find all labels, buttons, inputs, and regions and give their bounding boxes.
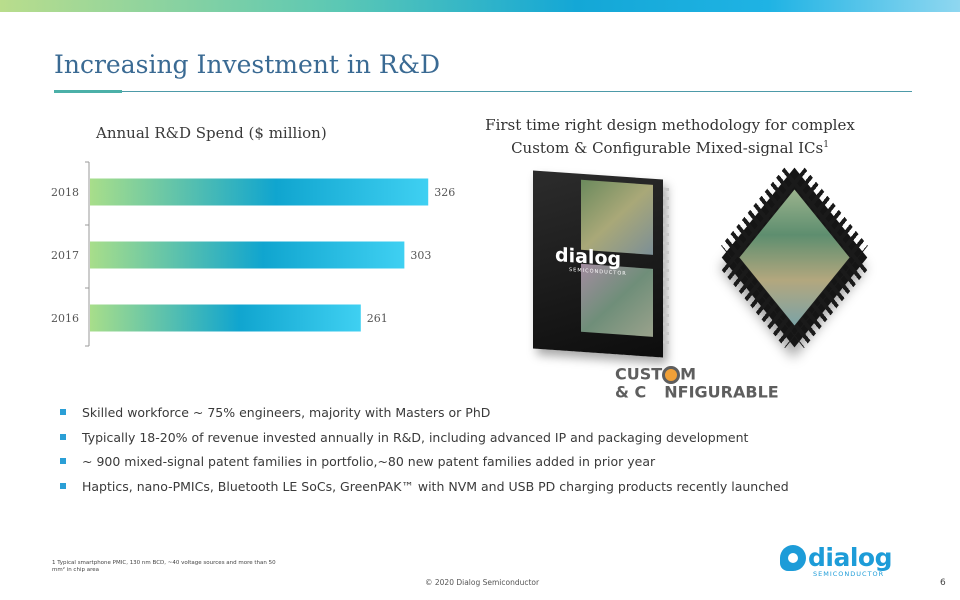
chart-bar [90, 304, 361, 332]
dialog-logo-sub: SEMICONDUCTOR [813, 570, 885, 578]
right-panel-title: First time right design methodology for … [480, 115, 860, 158]
chip-logo-text: dialog [555, 243, 622, 271]
bullet-text: Typically 18-20% of revenue invested ann… [82, 429, 749, 445]
chart-category-label: 2016 [51, 312, 79, 325]
bullet-text: Haptics, nano-PMICs, Bluetooth LE SoCs, … [82, 478, 789, 494]
bullet-square-icon [60, 433, 66, 440]
chart-bar [90, 241, 405, 269]
bullet-square-icon [60, 458, 66, 464]
top-gradient-band [0, 0, 960, 12]
cc-text-1a: CUST [615, 364, 663, 384]
chip-dialog-logo: dialog SEMICONDUCTOR [555, 244, 627, 277]
copyright: © 2020 Dialog Semiconductor [425, 578, 540, 587]
cc-text-2a: & C [615, 382, 647, 402]
chart-value-label: 326 [434, 186, 455, 199]
dialog-logo-word: dialog [808, 543, 892, 572]
chip-package-image: dialog SEMICONDUCTOR [533, 170, 669, 358]
qfn-chip-image [712, 167, 882, 350]
chart-value-label: 261 [367, 312, 388, 325]
footnote-marker: 1 [823, 140, 829, 150]
right-title-line2: Custom & Configurable Mixed-signal ICs [511, 139, 824, 157]
slide-title: Increasing Investment in R&D [54, 50, 441, 79]
dialog-logo-mark-icon [780, 545, 806, 571]
bullet-item: ~ 900 mixed-signal patent families in po… [60, 453, 789, 478]
bullet-square-icon [60, 409, 66, 415]
page-number: 6 [940, 578, 946, 588]
chart-bar [90, 178, 429, 206]
footnote: 1 Typical smartphone PMIC, 130 nm BCD, ~… [52, 560, 276, 573]
chip-pins [663, 187, 669, 348]
bullet-square-icon [60, 482, 66, 489]
chip-die-top [581, 179, 653, 255]
chart-value-label: 303 [410, 249, 431, 262]
title-rule-accent [54, 90, 122, 93]
chart-title: Annual R&D Spend ($ million) [96, 124, 327, 142]
bullet-item: Haptics, nano-PMICs, Bluetooth LE SoCs, … [60, 478, 789, 503]
chart-category-label: 2017 [51, 249, 79, 262]
rd-spend-bar-chart: 2018 326 2017 303 2016 261 [51, 161, 455, 347]
dialog-logo: dialog SEMICONDUCTOR [780, 545, 892, 578]
gear-icon [662, 366, 681, 384]
bullet-text: ~ 900 mixed-signal patent families in po… [82, 454, 656, 469]
cc-text-2b: NFIGURABLE [664, 382, 779, 402]
bullet-item: Skilled workforce ~ 75% engineers, major… [60, 404, 789, 429]
qfn-chip-body [721, 167, 868, 349]
title-rule [122, 91, 912, 92]
cc-text-1b: M [680, 364, 697, 384]
bullet-list: Skilled workforce ~ 75% engineers, major… [60, 404, 789, 502]
chart-category-label: 2018 [51, 186, 79, 199]
bullet-item: Typically 18-20% of revenue invested ann… [60, 429, 789, 454]
right-title-line1: First time right design methodology for … [485, 116, 855, 134]
custom-configurable-logo: CUST M & C NFIGURABLE [615, 366, 779, 402]
bullet-text: Skilled workforce ~ 75% engineers, major… [82, 405, 491, 420]
